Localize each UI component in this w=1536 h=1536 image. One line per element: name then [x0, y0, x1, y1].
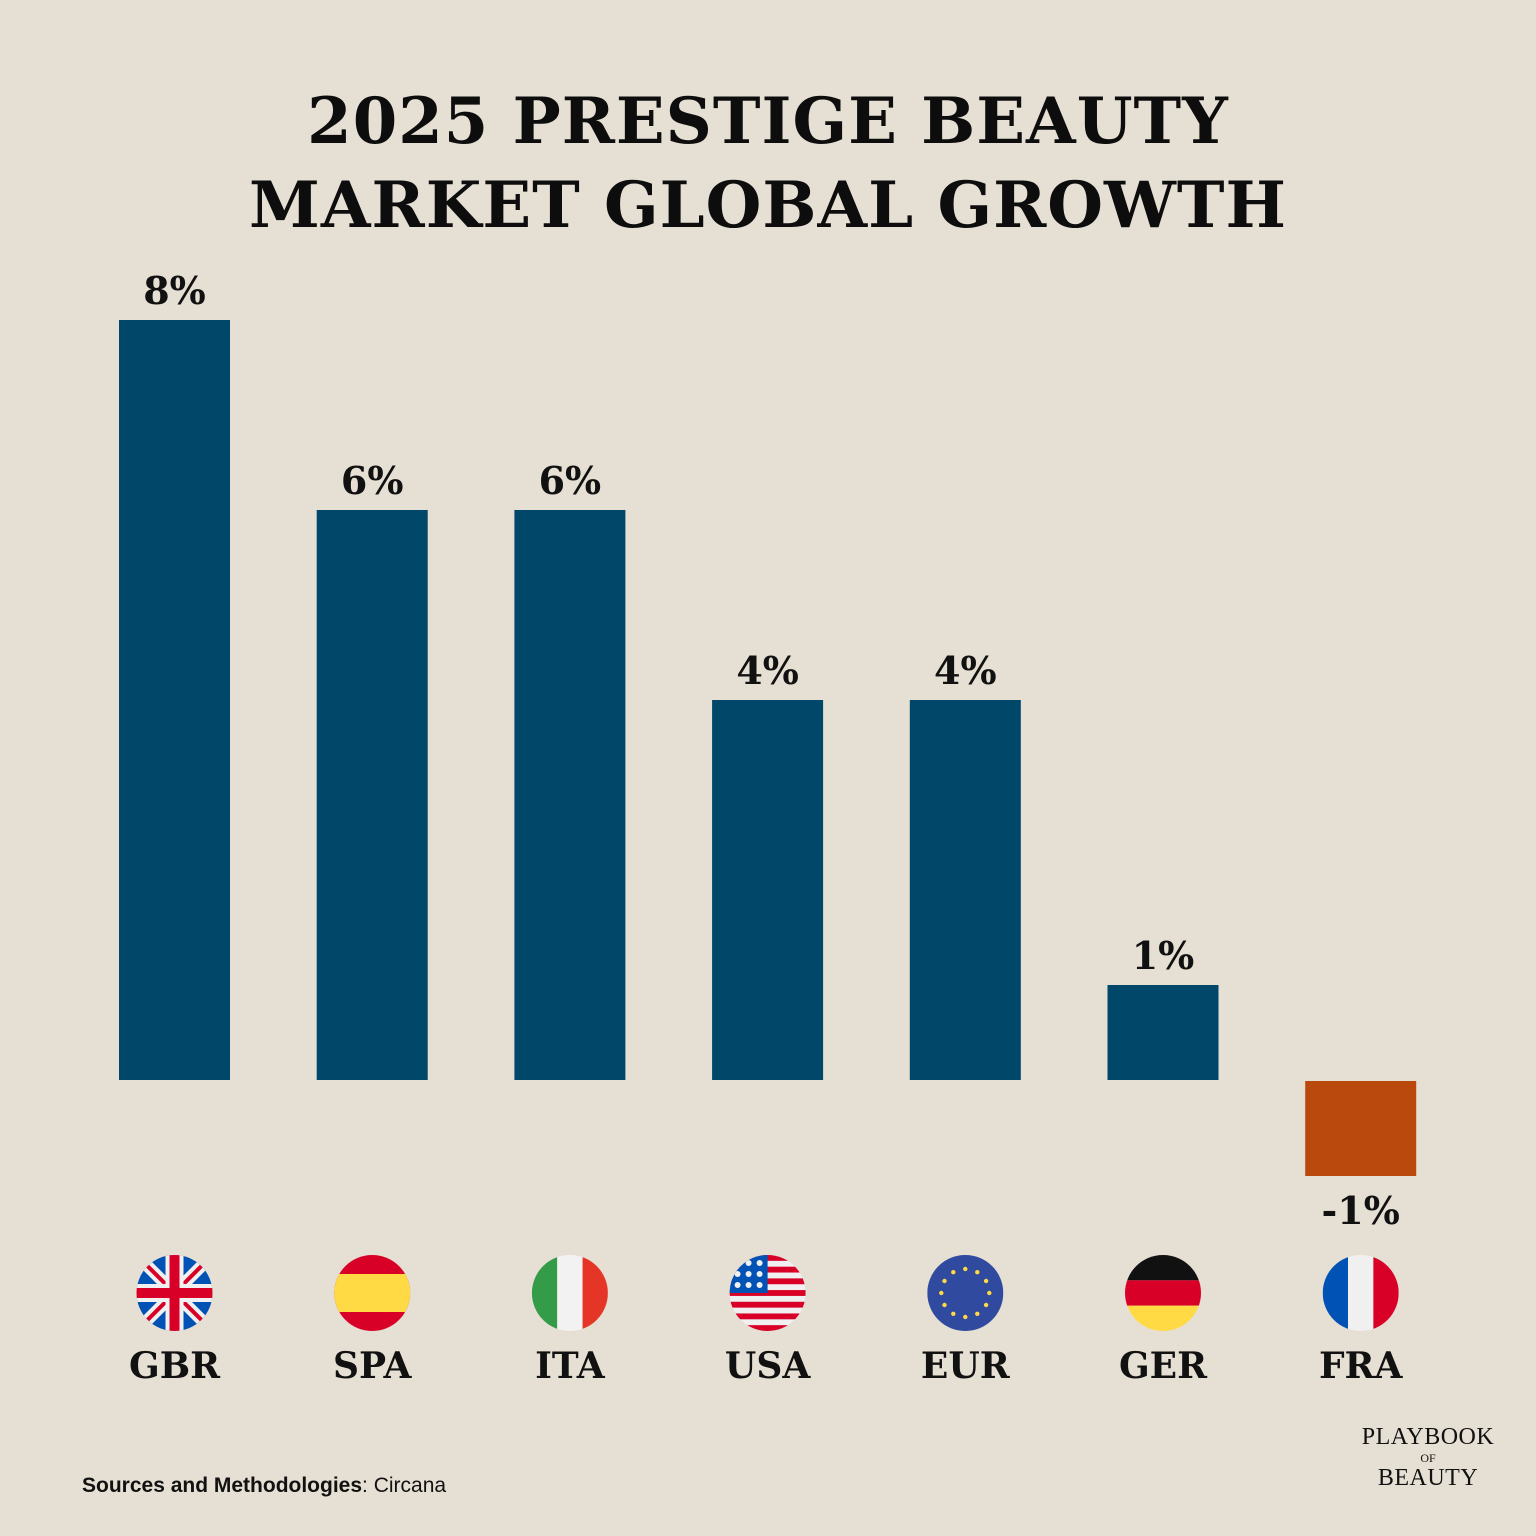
category-label: ITA [535, 1345, 606, 1387]
category-label: EUR [921, 1345, 1011, 1387]
logo-line-2: OF [1420, 1451, 1436, 1465]
source-note: Sources and Methodologies: Circana [82, 1474, 446, 1498]
title-line-1: 2025 PRESTIGE BEAUTY [307, 84, 1229, 159]
bar-eur [909, 700, 1021, 1080]
italy-flag-icon [531, 1255, 608, 1331]
title-line-2: MARKET GLOBAL GROWTH [249, 168, 1287, 243]
data-label: 4% [934, 648, 997, 693]
chart-title: 2025 PRESTIGE BEAUTY MARKET GLOBAL GROWT… [0, 80, 1536, 248]
category-label: GER [1119, 1345, 1208, 1387]
brand-logo: PLAYBOOK OF BEAUTY [1340, 1424, 1516, 1490]
source-label: Sources and Methodologies [82, 1474, 363, 1497]
data-label: 8% [143, 268, 206, 313]
usa-flag-icon [729, 1255, 806, 1331]
category-label: GBR [129, 1345, 221, 1387]
eu-flag-icon [927, 1255, 1004, 1331]
bar-usa [712, 700, 824, 1080]
bar-spa [316, 510, 428, 1080]
data-label: 4% [736, 648, 799, 693]
germany-flag-icon [1125, 1255, 1201, 1331]
data-label: 1% [1132, 933, 1195, 978]
data-label: -1% [1322, 1188, 1400, 1233]
category-label: FRA [1319, 1345, 1403, 1387]
bar-gbr [119, 320, 230, 1080]
bar-ita [514, 510, 626, 1080]
logo-line-3: BEAUTY [1377, 1465, 1479, 1491]
category-label: USA [725, 1345, 811, 1387]
bar-ger [1107, 985, 1219, 1080]
source-value: : Circana [362, 1474, 447, 1497]
france-flag-icon [1322, 1255, 1399, 1331]
spain-flag-icon [334, 1255, 411, 1331]
bar-fra [1305, 1081, 1417, 1176]
data-label: 6% [341, 458, 404, 503]
data-label: 6% [539, 458, 602, 503]
category-label: SPA [333, 1345, 412, 1387]
logo-line-1: PLAYBOOK [1361, 1424, 1495, 1450]
uk-flag-icon [136, 1255, 213, 1331]
